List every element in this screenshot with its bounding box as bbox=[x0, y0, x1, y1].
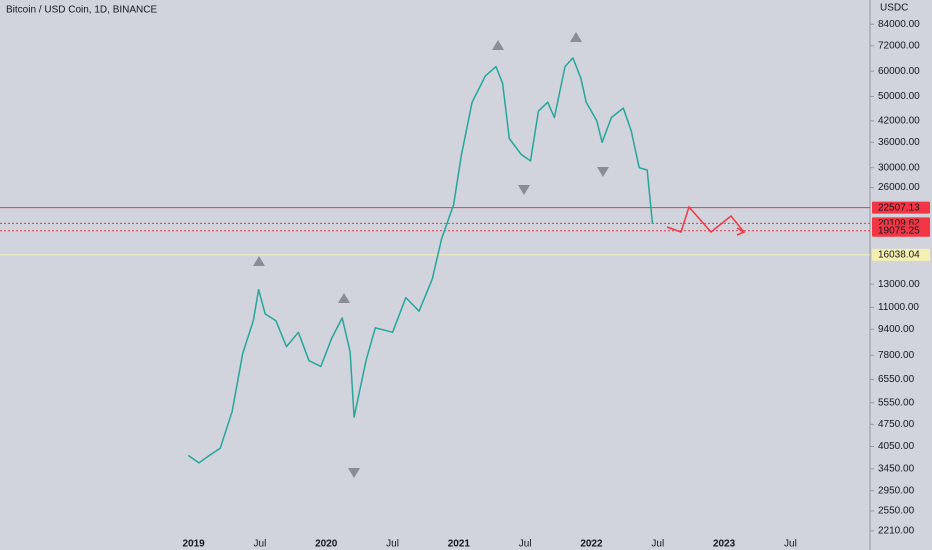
y-tick-label: 2550.00 bbox=[878, 506, 915, 517]
price-level-label: 16038.04 bbox=[878, 250, 920, 261]
x-tick-label: 2019 bbox=[183, 539, 206, 550]
marker-down bbox=[597, 167, 609, 177]
projection-arrow bbox=[666, 205, 745, 234]
price-level-tag bbox=[872, 248, 930, 261]
x-tick-label: Jul bbox=[651, 539, 664, 550]
y-axis-label: USDC bbox=[880, 3, 908, 14]
y-tick-label: 72000.00 bbox=[878, 40, 920, 51]
y-tick-label: 6550.00 bbox=[878, 374, 915, 385]
y-tick-label: 26000.00 bbox=[878, 182, 920, 193]
y-tick-label: 5550.00 bbox=[878, 397, 915, 408]
price-level-tag bbox=[872, 224, 930, 237]
y-tick-label: 60000.00 bbox=[878, 66, 920, 77]
marker-up bbox=[253, 256, 265, 266]
marker-up bbox=[492, 40, 504, 50]
x-tick-label: 2023 bbox=[713, 539, 736, 550]
y-tick-label: 2210.00 bbox=[878, 526, 915, 537]
x-tick-label: Jul bbox=[519, 539, 532, 550]
y-tick-label: 84000.00 bbox=[878, 19, 920, 30]
x-tick-label: 2021 bbox=[448, 539, 471, 550]
y-tick-label: 36000.00 bbox=[878, 137, 920, 148]
x-tick-label: Jul bbox=[386, 539, 399, 550]
marker-down bbox=[348, 468, 360, 478]
pattern-markers bbox=[253, 32, 609, 478]
price-level-label: 22507.13 bbox=[878, 202, 920, 213]
y-tick-label: 50000.00 bbox=[878, 91, 920, 102]
marker-up bbox=[570, 32, 582, 42]
x-tick-label: Jul bbox=[254, 539, 267, 550]
price-level-label: 20109.62 bbox=[878, 218, 920, 229]
y-tick-label: 42000.00 bbox=[878, 115, 920, 126]
chart-title: Bitcoin / USD Coin, 1D, BINANCE bbox=[6, 5, 157, 16]
price-level-label: 19075.25 bbox=[878, 225, 920, 236]
marker-up bbox=[338, 293, 350, 303]
y-tick-label: 30000.00 bbox=[878, 162, 920, 173]
y-tick-label: 4050.00 bbox=[878, 441, 915, 452]
x-tick-label: 2022 bbox=[580, 539, 603, 550]
y-tick-label: 9400.00 bbox=[878, 324, 915, 335]
price-line bbox=[187, 57, 654, 464]
y-tick-label: 4750.00 bbox=[878, 419, 915, 430]
marker-down bbox=[518, 185, 530, 195]
y-tick-label: 3450.00 bbox=[878, 464, 915, 475]
x-tick-label: Jul bbox=[784, 539, 797, 550]
y-tick-label: 2950.00 bbox=[878, 485, 915, 496]
price-level-tag bbox=[872, 201, 930, 214]
y-tick-label: 11000.00 bbox=[878, 302, 919, 313]
projection-arrowhead bbox=[736, 227, 746, 236]
x-tick-label: 2020 bbox=[315, 539, 338, 550]
y-tick-label: 7800.00 bbox=[878, 350, 915, 361]
y-tick-label: 13000.00 bbox=[878, 279, 920, 290]
